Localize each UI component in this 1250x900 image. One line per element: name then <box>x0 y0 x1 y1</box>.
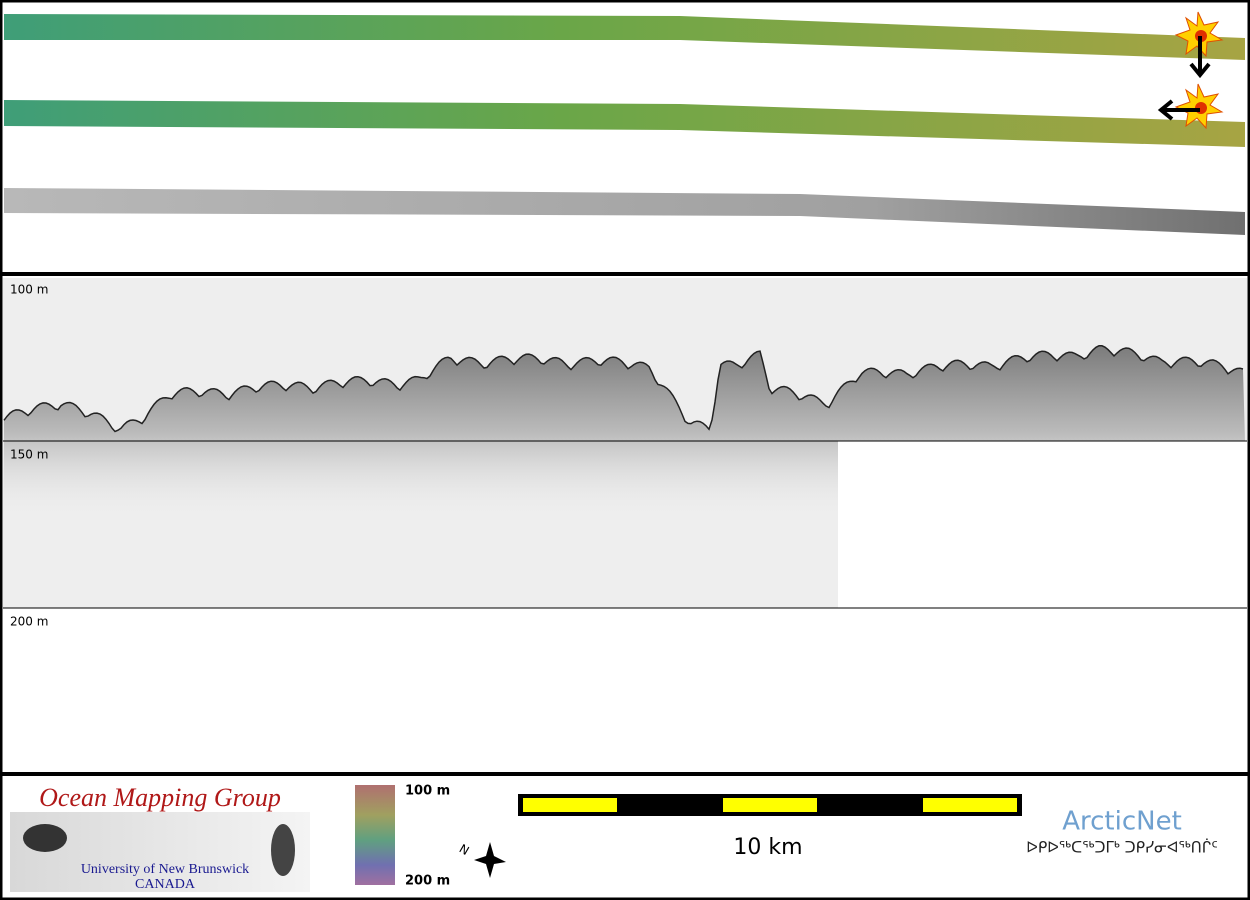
logo-image <box>10 812 310 892</box>
partner-name: ArcticNet <box>1062 807 1182 837</box>
depth-label: 200 m <box>10 615 48 629</box>
logo-country: CANADA <box>135 877 196 892</box>
colorbar-label: 100 m <box>405 784 450 799</box>
arrows <box>1157 36 1211 121</box>
backscatter-strip <box>4 188 1245 235</box>
depth-label: 150 m <box>10 448 48 462</box>
logo-shape <box>23 824 67 852</box>
depth-label: 100 m <box>10 283 48 297</box>
bathymetry-strip <box>4 100 1245 147</box>
profile-shading <box>4 345 1245 520</box>
colorbar-label: 200 m <box>405 874 450 889</box>
colorbar <box>355 785 395 885</box>
logo-title: Ocean Mapping Group <box>39 783 281 812</box>
scale-label: 10 km <box>733 835 802 860</box>
bathymetry-strip <box>4 14 1245 60</box>
scale-bar <box>518 794 1022 816</box>
logo-shape <box>271 824 295 876</box>
depth-profile <box>3 344 1245 520</box>
logo-university: University of New Brunswick <box>81 862 249 877</box>
partner-syllabics: ᐅᑭᐅᖅᑕᖅᑐᒥᒃ ᑐᑭᓯᓂᐊᖅᑎᒌᑦ <box>1026 839 1217 857</box>
seafloor-line <box>3 344 1244 433</box>
